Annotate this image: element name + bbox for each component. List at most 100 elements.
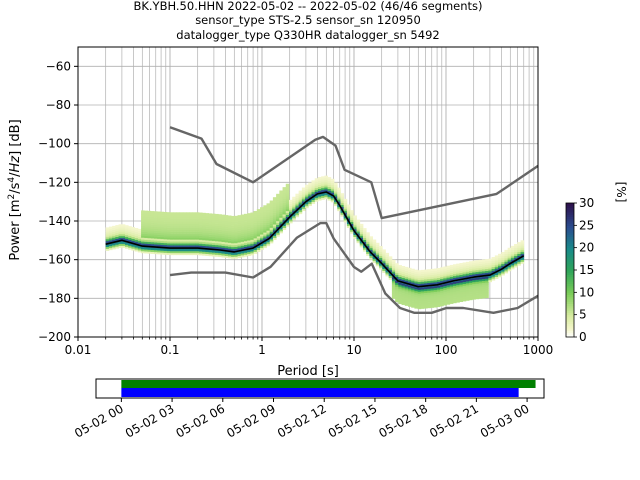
psd-cell <box>504 249 509 253</box>
psd-cell <box>211 252 216 255</box>
psd-cell <box>250 245 255 248</box>
psd-cell <box>234 223 238 226</box>
psd-cell <box>379 246 383 249</box>
psd-cell <box>391 281 396 284</box>
psd-cell <box>469 265 473 268</box>
psd-cell <box>350 219 354 223</box>
psd-cell <box>353 223 357 226</box>
psd-cell <box>128 237 132 240</box>
psd-cell <box>166 229 171 232</box>
psd-cell <box>449 286 454 289</box>
psd-cell <box>247 228 251 231</box>
psd-cell <box>465 271 470 274</box>
psd-cell <box>163 239 168 242</box>
psd-cell <box>147 222 152 225</box>
psd-cell <box>404 278 409 281</box>
psd-cell <box>269 219 274 223</box>
psd-cell <box>491 257 496 260</box>
psd-cell <box>208 250 213 253</box>
psd-cell <box>314 184 319 187</box>
psd-cell <box>141 210 145 213</box>
psd-cell <box>144 229 148 233</box>
psd-cell <box>427 305 431 309</box>
psd-cell <box>366 241 370 245</box>
psd-cell <box>478 261 483 265</box>
psd-cell <box>411 291 415 295</box>
psd-cell <box>141 225 145 229</box>
psd-cell <box>337 193 341 196</box>
psd-cell <box>279 190 283 193</box>
psd-cell <box>504 263 509 266</box>
psd-cell <box>195 214 200 217</box>
colorbar-segment <box>566 312 574 316</box>
psd-cell <box>240 228 245 231</box>
psd-cell <box>391 271 396 274</box>
psd-cell <box>231 219 235 223</box>
psd-cell <box>510 251 515 254</box>
psd-cell <box>192 231 197 234</box>
psd-cell <box>263 226 267 229</box>
psd-cell <box>404 268 409 272</box>
psd-cell <box>243 217 248 220</box>
psd-cell <box>160 234 164 238</box>
x-tick-label: 1000 <box>523 343 554 357</box>
psd-cell <box>215 223 219 226</box>
colorbar-segment <box>566 270 574 273</box>
colorbar-segment <box>566 225 574 229</box>
psd-cell <box>401 273 406 276</box>
psd-cell <box>494 268 499 272</box>
psd-cell <box>170 245 174 248</box>
psd-cell <box>427 275 431 278</box>
psd-cell <box>182 231 187 234</box>
psd-cell <box>240 239 245 242</box>
psd-cell <box>478 296 483 299</box>
psd-cell <box>269 217 274 221</box>
psd-cell <box>266 213 271 216</box>
psd-cell <box>170 249 174 252</box>
psd-cell <box>208 223 213 226</box>
psd-cell <box>440 296 444 299</box>
psd-cell <box>343 216 348 219</box>
psd-cell <box>343 200 348 204</box>
psd-cell <box>395 280 399 283</box>
psd-cell <box>124 229 129 232</box>
psd-cell <box>433 278 438 281</box>
psd-cell <box>324 175 328 178</box>
psd-cell <box>353 227 357 230</box>
psd-cell <box>436 271 441 275</box>
psd-cell <box>157 215 161 218</box>
psd-cell <box>263 234 267 237</box>
psd-cell <box>379 257 383 260</box>
psd-cell <box>456 298 460 301</box>
psd-cell <box>141 216 145 219</box>
psd-cell <box>424 294 428 297</box>
psd-cell <box>327 182 332 186</box>
psd-cell <box>417 272 422 275</box>
psd-cell <box>440 274 444 278</box>
psd-cell <box>137 236 142 239</box>
psd-cell <box>411 301 415 304</box>
psd-cell <box>481 288 486 291</box>
psd-cell <box>202 218 206 221</box>
psd-cell <box>472 278 476 281</box>
psd-cell <box>112 231 116 234</box>
mean-psd <box>105 191 525 288</box>
title-line-3: datalogger_type Q330HR datalogger_sn 549… <box>176 28 439 42</box>
psd-cell <box>221 241 226 244</box>
psd-cell <box>166 252 171 256</box>
psd-cell <box>356 223 361 226</box>
psd-cell <box>144 220 148 223</box>
psd-cell <box>456 269 460 272</box>
psd-cell <box>420 291 425 294</box>
psd-cell <box>256 240 261 243</box>
psd-cell <box>417 289 422 292</box>
psd-cell <box>182 221 187 225</box>
psd-cell <box>263 205 267 208</box>
psd-cell <box>407 269 412 272</box>
psd-cell <box>247 246 251 249</box>
psd-cell <box>170 227 174 230</box>
psd-cell <box>449 293 454 297</box>
psd-cell <box>407 296 412 300</box>
psd-cell <box>301 206 306 210</box>
psd-cell <box>260 232 264 235</box>
